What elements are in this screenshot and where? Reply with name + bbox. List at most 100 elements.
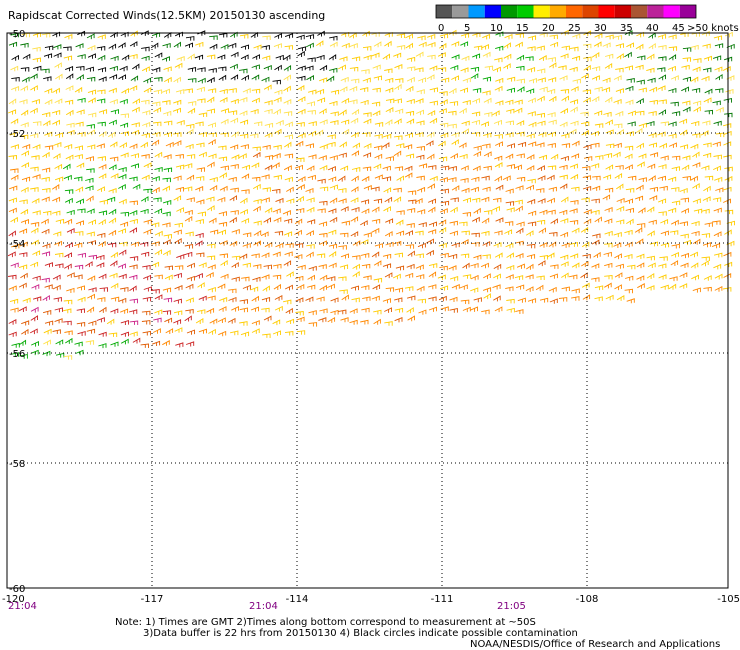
wind-barb: [374, 122, 384, 127]
wind-barb: [448, 110, 457, 116]
wind-barb: [10, 216, 18, 223]
wind-barb: [451, 41, 460, 47]
wind-barb: [550, 41, 559, 48]
wind-barb: [63, 46, 72, 51]
wind-barb: [86, 328, 96, 334]
wind-barb: [261, 45, 270, 50]
wind-barb: [592, 185, 601, 191]
wind-barb: [627, 121, 636, 127]
wind-barb: [594, 33, 603, 39]
wind-barb: [337, 175, 346, 182]
wind-barb: [449, 308, 458, 313]
wind-barb: [228, 176, 237, 182]
wind-barb: [352, 240, 361, 247]
wind-barb: [53, 153, 61, 160]
wind-barb: [20, 272, 28, 279]
wind-barb: [470, 73, 479, 79]
legend-label: 20: [542, 23, 555, 34]
wind-barb: [18, 339, 27, 346]
wind-barb: [462, 100, 471, 105]
wind-barb: [207, 205, 215, 212]
wind-barb: [240, 197, 248, 204]
wind-barb: [363, 275, 372, 280]
wind-barb: [11, 86, 20, 92]
wind-barb: [19, 252, 28, 257]
wind-barb: [176, 119, 185, 126]
wind-barb: [64, 189, 74, 194]
wind-barb: [338, 188, 347, 193]
wind-barb: [395, 108, 404, 114]
wind-barb: [319, 200, 328, 206]
wind-barb: [613, 123, 623, 128]
wind-barb: [451, 132, 460, 138]
wind-barb: [471, 232, 480, 238]
wind-barb: [209, 318, 218, 325]
legend-label: 45: [672, 23, 685, 34]
wind-barb: [535, 188, 545, 193]
lon-label: -108: [576, 594, 599, 605]
wind-barb: [406, 223, 415, 228]
wind-barb: [338, 64, 346, 71]
wind-barb: [317, 208, 326, 213]
wind-barb: [536, 45, 545, 51]
wind-barb: [669, 276, 678, 282]
wind-barb: [505, 188, 514, 194]
legend-swatch: [566, 5, 583, 18]
wind-barb: [272, 319, 281, 326]
wind-barb: [319, 274, 328, 281]
wind-barb: [470, 274, 479, 281]
wind-barb: [174, 62, 183, 69]
wind-barb: [638, 153, 647, 159]
wind-barb: [427, 165, 437, 170]
wind-barb: [328, 176, 337, 182]
wind-barb: [406, 66, 416, 71]
wind-barb: [361, 175, 370, 182]
wind-barb: [385, 218, 394, 224]
wind-barb: [572, 78, 581, 84]
wind-barb: [99, 287, 108, 292]
wind-barb: [219, 88, 228, 94]
wind-barb: [591, 263, 600, 269]
wind-barb: [649, 152, 659, 158]
wind-barb: [239, 119, 249, 125]
wind-barb: [65, 73, 74, 80]
wind-barb: [702, 152, 712, 158]
wind-barb: [679, 221, 688, 226]
wind-barb: [9, 298, 19, 304]
wind-barb: [152, 186, 160, 193]
wind-barb: [692, 182, 700, 189]
wind-barb: [679, 187, 688, 194]
wind-barb: [273, 96, 282, 103]
wind-barb: [19, 241, 28, 248]
wind-barb: [40, 218, 49, 225]
wind-barb: [44, 145, 54, 150]
wind-barb: [175, 153, 184, 159]
wind-barb: [53, 52, 62, 58]
wind-barb: [440, 99, 448, 105]
wind-barb: [591, 95, 600, 102]
wind-barb: [671, 252, 679, 258]
wind-barb: [219, 297, 228, 303]
wind-barb: [593, 41, 602, 48]
wind-barb: [690, 251, 698, 258]
wind-barb: [20, 186, 29, 193]
wind-barb: [372, 64, 381, 70]
wind-barb: [428, 306, 437, 312]
wind-barb: [539, 242, 548, 248]
wind-barb: [305, 34, 315, 39]
wind-barb: [594, 216, 602, 223]
wind-barb: [722, 123, 732, 128]
wind-barb: [209, 35, 218, 40]
wind-barb: [460, 177, 469, 183]
wind-barb: [539, 254, 549, 260]
wind-barb: [658, 56, 667, 61]
wind-barb: [230, 164, 239, 169]
wind-barb: [582, 294, 591, 301]
wind-barb: [77, 97, 86, 103]
wind-barb: [85, 177, 94, 183]
wind-barb: [480, 121, 489, 127]
wind-barb: [493, 263, 502, 270]
wind-barb: [163, 233, 172, 239]
wind-barb: [207, 122, 216, 128]
wind-barb: [206, 108, 215, 114]
